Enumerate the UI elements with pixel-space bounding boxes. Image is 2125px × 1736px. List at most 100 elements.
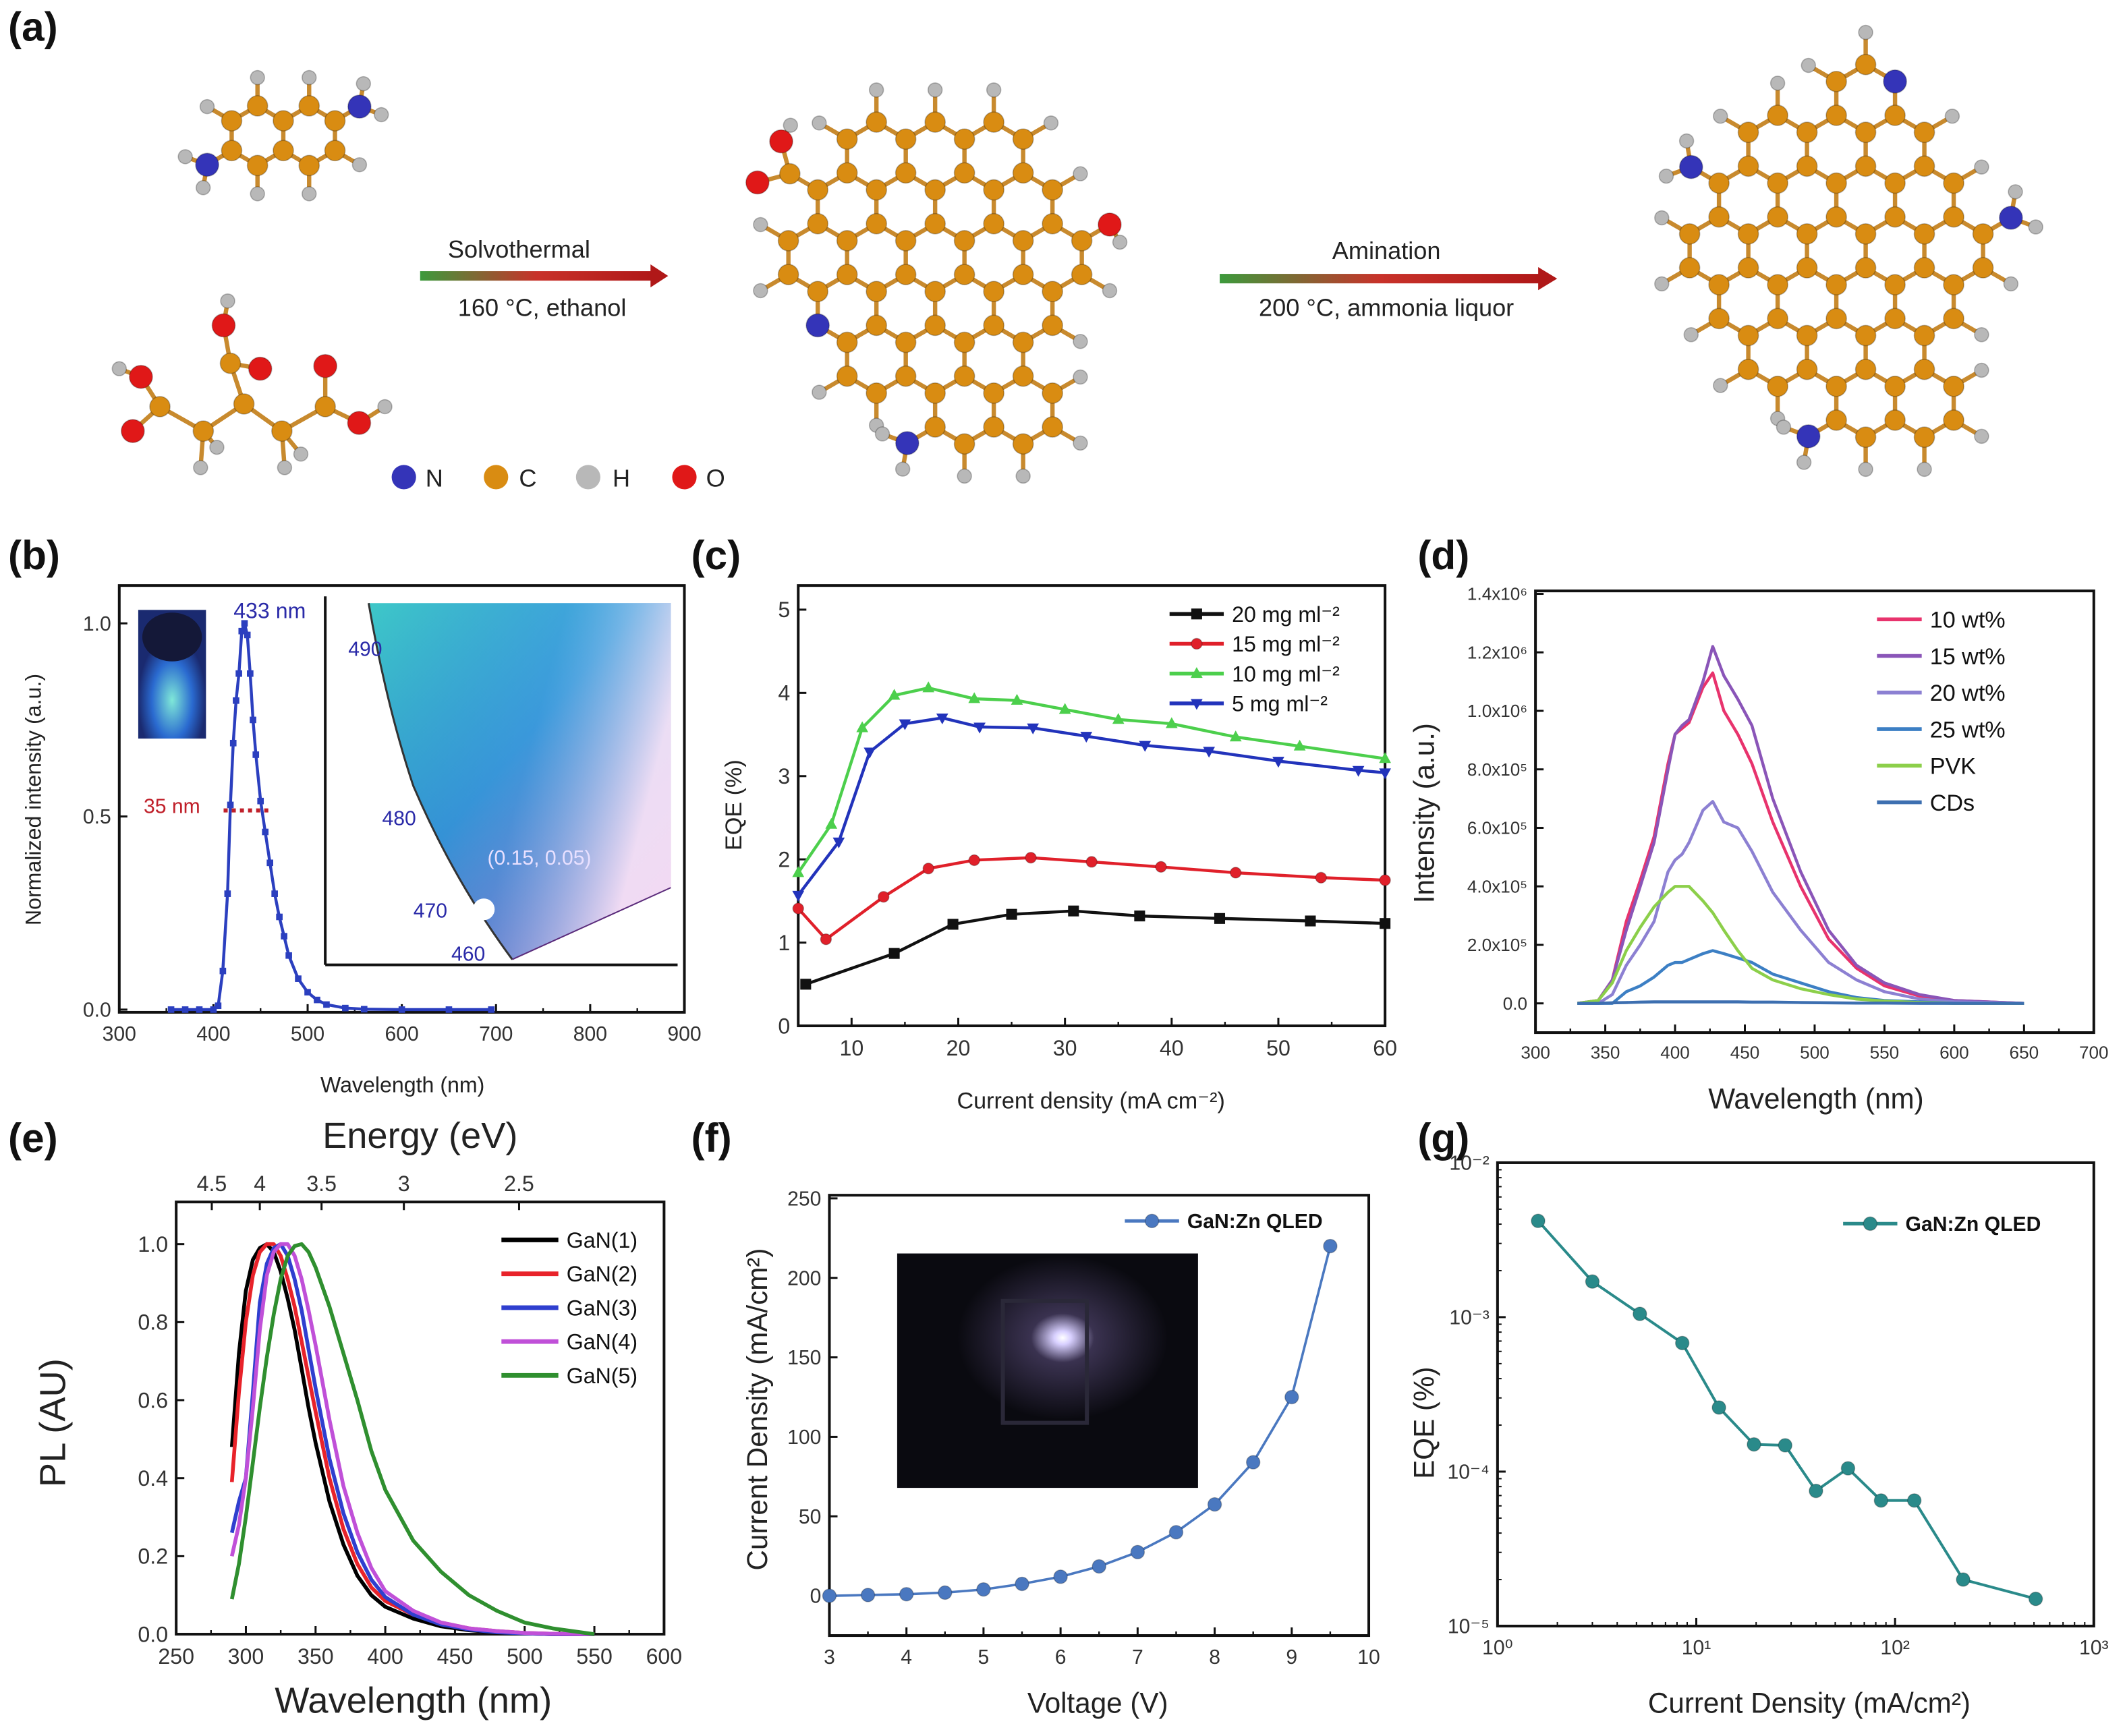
atom-c [1943, 206, 1964, 228]
data-point [257, 797, 264, 805]
series-line [229, 1242, 595, 1636]
amination-arrow: Amination 200 °C, ammonia liquor [1220, 237, 1558, 321]
x-tick-label: 9 [1286, 1646, 1297, 1669]
atom-c [1767, 308, 1788, 330]
x-tick-label: 800 [573, 1023, 607, 1045]
data-point [800, 979, 812, 990]
data-point [235, 670, 242, 677]
series-gan-5- [229, 1242, 595, 1636]
data-point [1778, 1438, 1793, 1453]
series-20-mg-ml- [800, 905, 1391, 990]
data-point [323, 1001, 330, 1008]
atom-c [1042, 416, 1064, 438]
atom-c [1796, 223, 1818, 245]
atom-c [1678, 223, 1701, 245]
atom-c [1012, 229, 1034, 252]
legend-entry: PVK [1877, 754, 1976, 780]
x-tick-label: 40 [1160, 1036, 1184, 1060]
data-point [1245, 1455, 1261, 1470]
data-point [1015, 1576, 1029, 1592]
legend-label: CDs [1930, 790, 1975, 816]
data-point [181, 1006, 189, 1013]
legend-label: 15 wt% [1930, 644, 2006, 670]
atom-c [983, 314, 1005, 337]
data-point [1585, 1274, 1600, 1289]
data-point [314, 996, 320, 1004]
data-point [1711, 1400, 1726, 1415]
molecule-aminated-carbon-dot [1654, 24, 2043, 478]
data-point [899, 719, 911, 730]
atom-c [298, 154, 320, 177]
data-point [241, 620, 248, 627]
atom-h [301, 69, 317, 86]
atom-h [1858, 461, 1873, 478]
legend-entry: GaN(4) [501, 1330, 638, 1354]
data-point [262, 828, 269, 836]
data-point [792, 890, 805, 902]
x-tick-label: 4 [901, 1646, 912, 1669]
data-point [1112, 713, 1125, 724]
atom-c [836, 128, 858, 150]
atom-c [1825, 172, 1847, 194]
data-point [863, 747, 876, 759]
x-axis-label: Voltage (V) [1027, 1687, 1168, 1719]
y-tick-label: 1.4x10⁶ [1467, 584, 1527, 604]
y-tick-label: 6.0x10⁵ [1467, 818, 1527, 838]
atom-c [953, 229, 975, 252]
molecule-carbon-dot [745, 82, 1128, 484]
x-tick-label: 700 [2079, 1042, 2109, 1062]
atom-c [953, 331, 975, 353]
series-line [1577, 800, 2024, 1005]
atom-h [1658, 168, 1674, 184]
legend-entry: GaN:Zn QLED [1125, 1211, 1323, 1233]
data-point [2028, 1591, 2043, 1607]
atom-h [1654, 276, 1670, 292]
atom-c [1012, 365, 1034, 387]
atom-c [273, 140, 294, 162]
data-point [1284, 1389, 1299, 1405]
molecule-diaminonaphthalene [177, 69, 389, 202]
atom-c [983, 382, 1005, 404]
series-line [1537, 1219, 2037, 1600]
arrow1-bottom-label: 160 °C, ethanol [458, 293, 627, 321]
data-point [244, 631, 251, 639]
atom-h [895, 461, 911, 477]
atom-c [273, 110, 294, 132]
atom-c [1678, 257, 1701, 279]
x-tick-label: 550 [576, 1644, 613, 1669]
atom-c [983, 179, 1005, 201]
atom-h [1917, 461, 1932, 478]
data-point [888, 948, 900, 959]
y-tick-label: 0.0 [138, 1622, 168, 1646]
cie-gamut-overlay [368, 603, 671, 960]
series-line [229, 1242, 595, 1636]
data-point [1229, 867, 1242, 879]
legend-entry: GaN(2) [501, 1262, 638, 1286]
series-10-wt- [1577, 671, 2024, 1005]
data-point [250, 716, 256, 724]
atom-c [924, 382, 946, 404]
atom-c [1825, 206, 1847, 228]
solvothermal-arrow: Solvothermal 160 °C, ethanol [420, 235, 669, 321]
atom-h [753, 216, 768, 233]
atom-c [1042, 212, 1064, 235]
data-point [304, 989, 311, 995]
x-tick-label: 7 [1132, 1646, 1143, 1669]
atom-h [1073, 166, 1088, 181]
atom-c [1854, 121, 1877, 144]
legend-marker [1191, 699, 1203, 710]
chart-b: 300 400 500 600 700 800 900 0.0 0.5 1.0 Wavelength… [21, 584, 702, 1097]
data-point [342, 1004, 349, 1012]
atom-c [895, 264, 917, 285]
atom-c [1071, 264, 1093, 285]
legend-label: 15 mg ml⁻² [1232, 632, 1340, 656]
atom-c [1737, 257, 1759, 279]
data-point [1092, 1559, 1106, 1574]
data-point [1203, 747, 1216, 758]
data-point [1674, 1335, 1690, 1351]
atom-c [924, 416, 946, 438]
data-point [285, 952, 292, 959]
atom-c [1737, 358, 1759, 380]
atom-c [953, 365, 975, 387]
